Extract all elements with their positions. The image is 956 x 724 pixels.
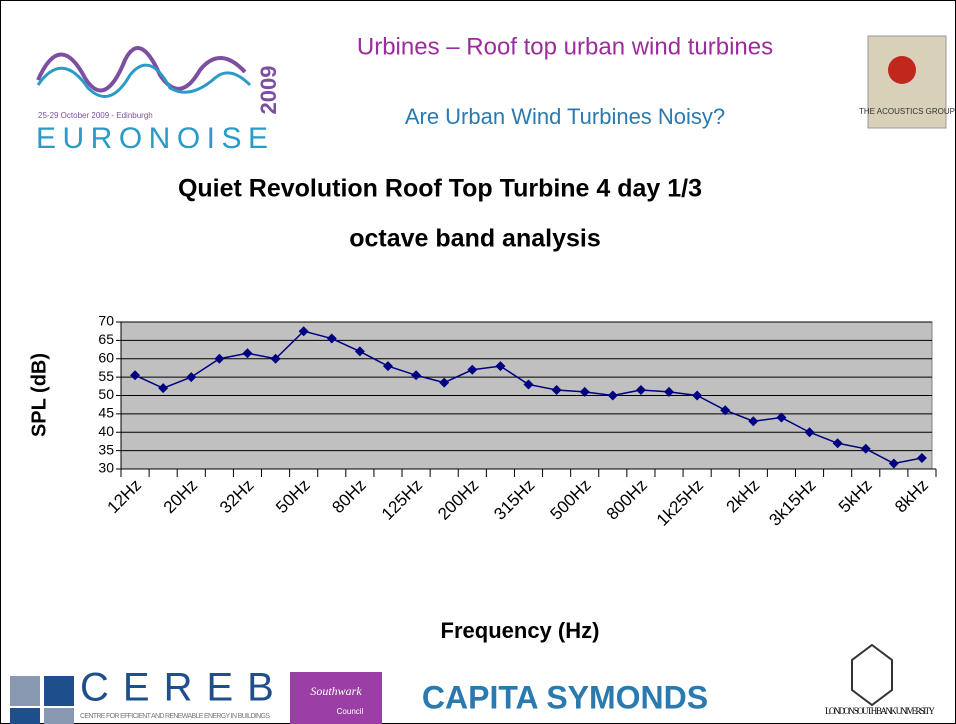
logo-text: CAPITA SYMONDS — [422, 679, 708, 715]
y-tick-label: 55 — [98, 368, 114, 384]
data-point — [804, 427, 815, 438]
chart-title: octave band analysis — [349, 225, 601, 253]
data-point — [354, 346, 365, 357]
data-point — [607, 390, 618, 401]
logo-wave — [36, 63, 252, 98]
data-point — [720, 405, 731, 416]
logo-text: CENTRE FOR EFFICIENT AND RENEWABLE ENERG… — [80, 713, 270, 720]
data-point — [242, 348, 253, 359]
y-tick-label: 60 — [98, 349, 114, 365]
data-point — [411, 370, 422, 381]
y-tick-label: 45 — [98, 405, 114, 421]
data-point — [186, 372, 197, 383]
data-point — [551, 384, 562, 395]
logo-square — [10, 676, 40, 706]
y-tick-label: 70 — [98, 313, 114, 329]
header-subtitle: Are Urban Wind Turbines Noisy? — [405, 104, 725, 129]
data-point — [523, 379, 534, 390]
data-point — [776, 412, 787, 423]
data-point — [214, 353, 225, 364]
data-point — [495, 361, 506, 372]
data-point — [832, 438, 843, 449]
logo-dates: 25-29 October 2009 - Edinburgh — [38, 111, 153, 120]
logo-dot — [888, 56, 916, 84]
data-point — [298, 326, 309, 337]
logo-text: Council — [337, 707, 364, 716]
logo-text: THE ACOUSTICS GROUP — [859, 107, 955, 116]
logo-text: CEREB — [80, 666, 288, 710]
y-tick-label: 40 — [98, 423, 114, 439]
data-point — [748, 416, 759, 427]
data-point — [467, 364, 478, 375]
x-axis-label: Frequency (Hz) — [441, 618, 600, 643]
data-point — [860, 443, 871, 454]
logo-year: 2009 — [256, 66, 281, 115]
logo-text: EURONOISE — [36, 122, 268, 155]
logo-square — [44, 708, 74, 724]
chart-title: Quiet Revolution Roof Top Turbine 4 day … — [178, 175, 702, 203]
data-point — [439, 377, 450, 388]
data-point — [635, 384, 646, 395]
data-point — [326, 333, 337, 344]
data-point — [692, 390, 703, 401]
logo-hex — [851, 643, 893, 707]
data-point — [158, 383, 169, 394]
data-point — [579, 386, 590, 397]
y-axis-label: SPL (dB) — [28, 353, 50, 437]
logo-wave — [36, 46, 247, 93]
header-title: Urbines – Roof top urban wind turbines — [357, 33, 773, 60]
data-point — [382, 361, 393, 372]
y-tick-label: 35 — [98, 441, 114, 457]
data-point — [130, 370, 141, 381]
data-point — [664, 386, 675, 397]
y-tick-label: 65 — [98, 331, 114, 347]
logo-text: LONDON SOUTH BANK UNIVERSITY — [825, 706, 936, 716]
data-point — [888, 458, 899, 469]
y-tick-label: 50 — [98, 386, 114, 402]
y-tick-label: 30 — [98, 460, 114, 476]
data-point — [270, 353, 281, 364]
logo-square — [44, 676, 74, 706]
logo-square — [10, 708, 40, 724]
data-point — [916, 452, 927, 463]
logo-text: Southwark — [310, 684, 362, 698]
logo-box — [290, 672, 382, 724]
